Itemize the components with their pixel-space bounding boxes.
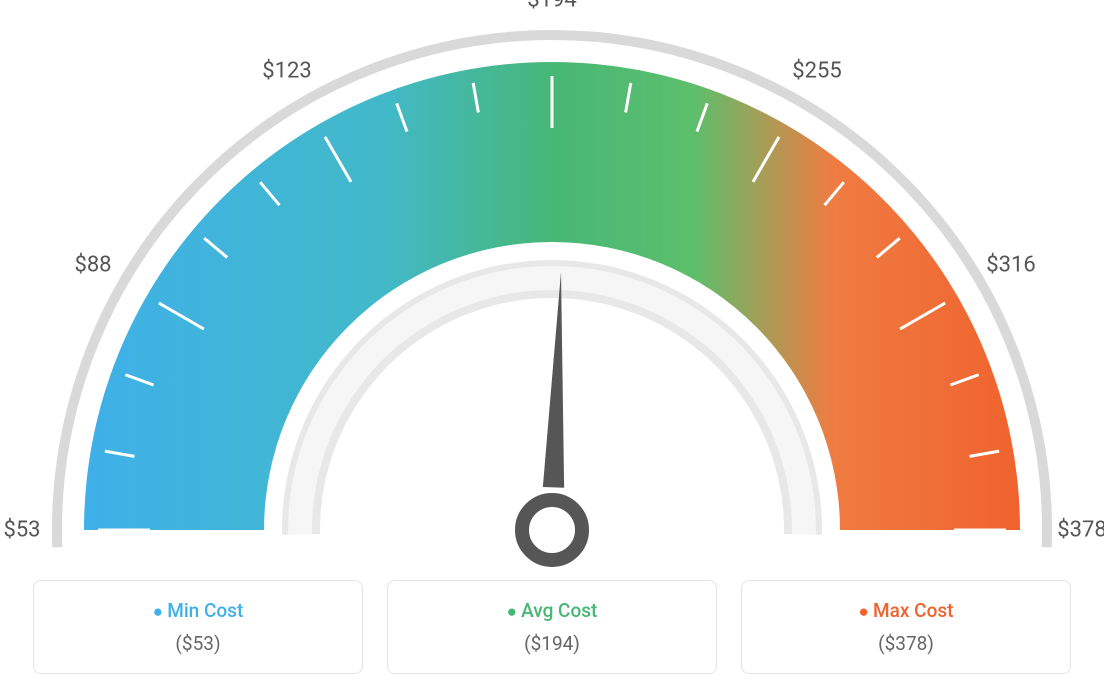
gauge-tick-label: $316: [986, 253, 1035, 278]
legend-min-value: ($53): [44, 632, 352, 655]
gauge: $53$88$123$194$255$316$378: [22, 20, 1082, 570]
legend-card-min: Min Cost ($53): [33, 580, 363, 674]
gauge-tick-label: $123: [262, 59, 311, 84]
legend-max-value: ($378): [752, 632, 1060, 655]
gauge-tick-label: $88: [74, 253, 111, 278]
gauge-tick-label: $194: [527, 0, 576, 13]
legend-card-max: Max Cost ($378): [741, 580, 1071, 674]
legend-avg-label: Avg Cost: [398, 599, 706, 622]
gauge-needle-hub: [522, 500, 582, 560]
legend-min-label: Min Cost: [44, 599, 352, 622]
chart-container: $53 $88 $123 $194 $255 $316 $378 Min Cost ($53…: [0, 0, 1104, 690]
gauge-needle: [543, 272, 564, 488]
gauge-tick-label: $53: [3, 518, 40, 543]
legend-avg-value: ($194): [398, 632, 706, 655]
gauge-svg: [22, 20, 1082, 570]
gauge-tick-label: $378: [1057, 518, 1104, 543]
legend-card-avg: Avg Cost ($194): [387, 580, 717, 674]
legend-row: Min Cost ($53) Avg Cost ($194) Max Cost …: [33, 580, 1071, 674]
gauge-tick-label: $255: [792, 59, 841, 84]
legend-max-label: Max Cost: [752, 599, 1060, 622]
